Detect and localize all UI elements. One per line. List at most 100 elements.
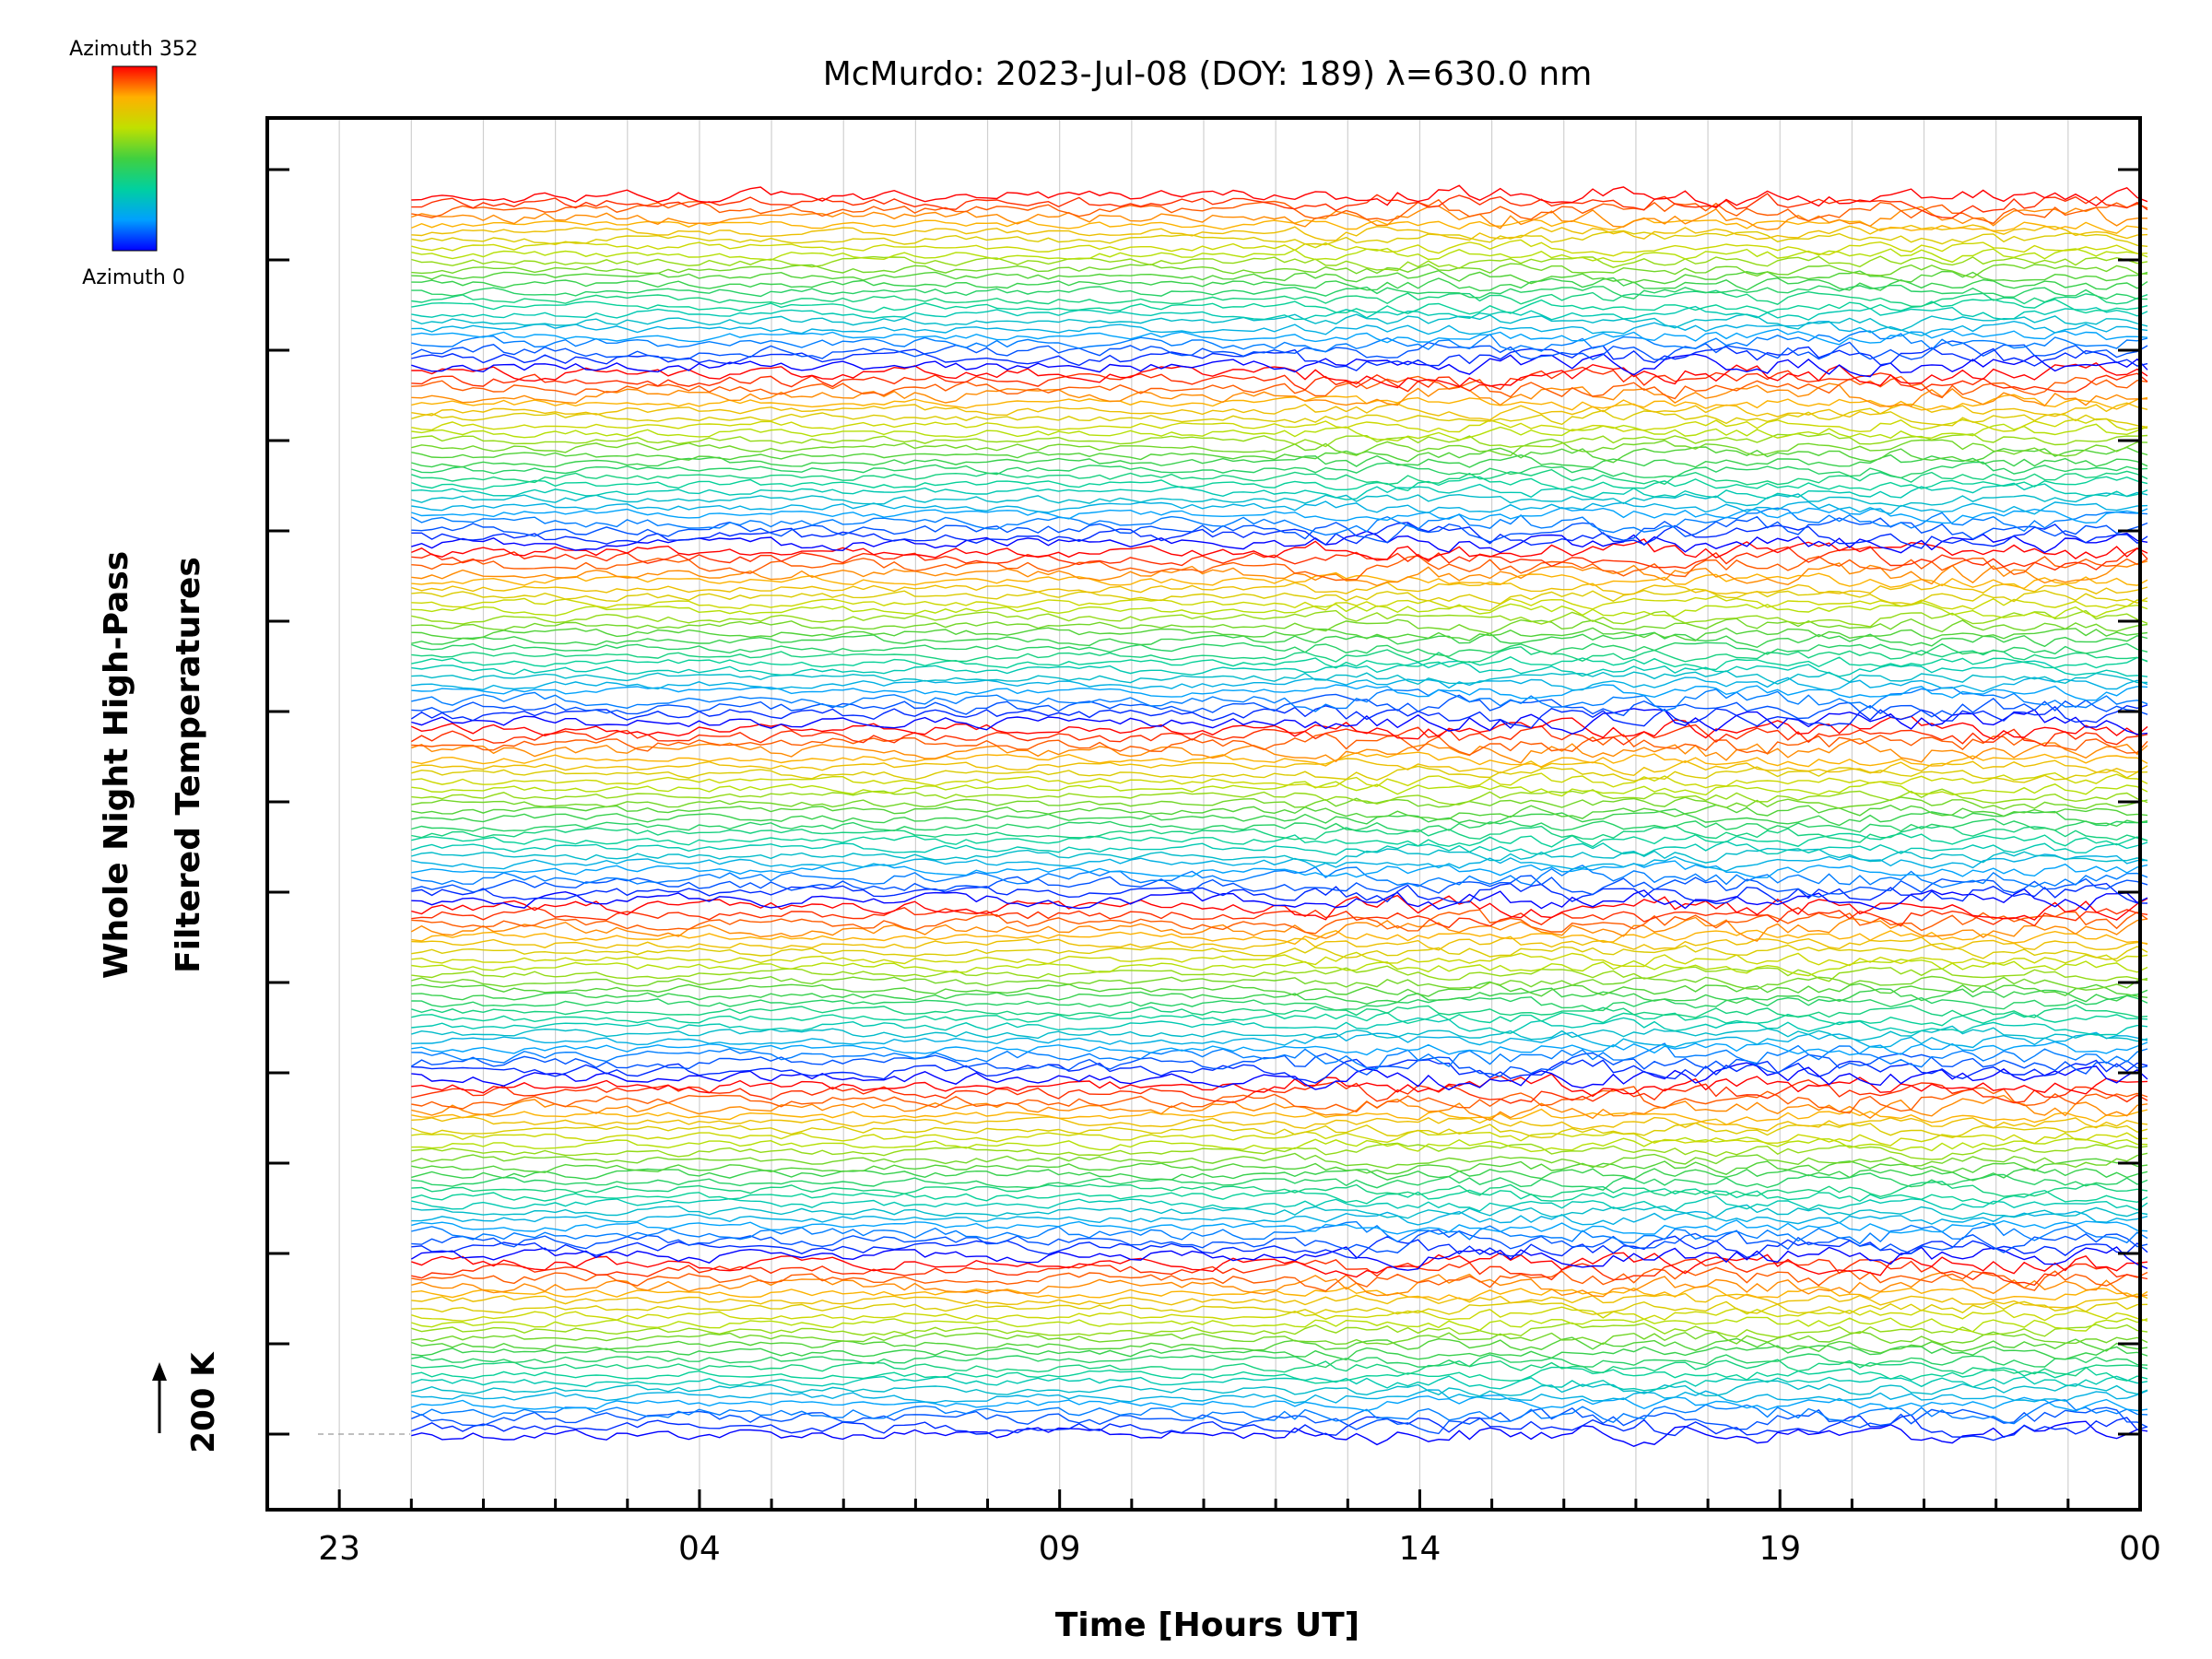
series-line xyxy=(410,724,2148,747)
series-line xyxy=(411,909,2148,935)
series-line xyxy=(411,571,2148,590)
series-line xyxy=(411,402,2148,421)
x-tick-label: 09 xyxy=(1039,1530,1081,1568)
series-line xyxy=(411,538,2148,561)
series-line xyxy=(411,407,2148,429)
series-line xyxy=(411,1300,2148,1315)
scale-arrow-head xyxy=(152,1362,167,1381)
series-line xyxy=(411,1292,2148,1309)
series-line xyxy=(411,438,2148,457)
series-line xyxy=(411,1406,2148,1435)
series-line xyxy=(411,1188,2148,1205)
series-line xyxy=(411,1011,2148,1027)
series-line xyxy=(411,247,2148,264)
series-line xyxy=(411,1204,2148,1220)
legend-label-top: Azimuth 352 xyxy=(69,38,198,61)
series-line xyxy=(411,1142,2148,1160)
series-line xyxy=(411,1116,2148,1132)
series-line xyxy=(411,1399,2148,1425)
series-line xyxy=(411,733,2148,756)
series-line xyxy=(411,975,2148,991)
series-line xyxy=(411,1094,2148,1122)
ticks: 23 04 09 14 19 00 xyxy=(267,168,2161,1568)
series-line xyxy=(411,656,2148,671)
series-line xyxy=(411,1058,2148,1084)
series-line xyxy=(411,581,2148,595)
series-line xyxy=(411,491,2148,508)
series-line xyxy=(411,423,2148,441)
x-tick-label: 19 xyxy=(1759,1530,1801,1568)
series-line xyxy=(411,255,2148,272)
series-line xyxy=(411,229,2148,247)
x-axis-label: Time [Hours UT] xyxy=(1055,1606,1359,1644)
series-line xyxy=(410,1246,2148,1271)
scale-marker: 200 K xyxy=(152,1351,222,1453)
series-line xyxy=(411,847,2148,865)
series-line xyxy=(411,641,2148,657)
series-line xyxy=(410,340,2148,360)
series-line xyxy=(411,507,2148,524)
series-line xyxy=(411,305,2148,321)
series-line xyxy=(411,1394,2148,1412)
series-line xyxy=(411,865,2148,888)
series-line xyxy=(411,263,2148,278)
series-line xyxy=(411,1322,2148,1338)
series-line xyxy=(410,704,2148,729)
series-line xyxy=(411,951,2148,968)
series-line xyxy=(411,476,2148,492)
series-line xyxy=(411,394,2148,411)
series-line xyxy=(411,751,2148,768)
series-line xyxy=(411,345,2148,371)
legend-colorbar xyxy=(112,65,158,252)
series-line xyxy=(411,804,2148,820)
series-line xyxy=(411,882,2148,905)
series-line xyxy=(411,453,2148,468)
series-line xyxy=(411,677,2148,693)
series-line xyxy=(411,1136,2148,1153)
series-line xyxy=(411,609,2148,628)
series-line xyxy=(411,1366,2148,1384)
series-line xyxy=(411,1042,2148,1070)
series-line xyxy=(411,588,2148,606)
series-line xyxy=(411,1210,2148,1226)
series-line xyxy=(411,1420,2148,1447)
series-line xyxy=(411,618,2148,635)
series-line xyxy=(411,994,2148,1012)
series-line xyxy=(411,1181,2148,1198)
series-line xyxy=(411,224,2148,241)
series-line xyxy=(411,299,2148,315)
series-line xyxy=(411,687,2148,712)
series-line xyxy=(411,1375,2148,1392)
series-line xyxy=(411,361,2148,389)
series-line xyxy=(411,1129,2148,1147)
series-line xyxy=(411,461,2148,479)
series-line xyxy=(411,1353,2148,1369)
series-line xyxy=(411,555,2148,582)
x-tick-label: 14 xyxy=(1399,1530,1441,1568)
series-line xyxy=(411,1359,2148,1377)
series-line xyxy=(411,1158,2148,1175)
series-line xyxy=(411,500,2148,515)
series-line xyxy=(411,1316,2148,1333)
series-line xyxy=(411,1017,2148,1036)
x-tick-label: 04 xyxy=(678,1530,721,1568)
series-line xyxy=(411,418,2147,433)
series-line xyxy=(411,824,2148,843)
series-line xyxy=(411,1252,2148,1278)
series-line xyxy=(411,888,2148,912)
y-axis-label-line-1: Whole Night High-Pass xyxy=(98,551,135,979)
series-line xyxy=(411,1079,2148,1104)
series-line xyxy=(411,875,2148,899)
scale-marker-label: 200 K xyxy=(185,1351,222,1453)
series-line xyxy=(411,1194,2148,1212)
series-line xyxy=(411,328,2148,346)
series-line xyxy=(411,646,2148,664)
chart-title: McMurdo: 2023-Jul-08 (DOY: 189) λ=630.0 … xyxy=(823,55,1593,93)
series-line xyxy=(411,217,2148,234)
series-line xyxy=(411,959,2148,977)
series-line xyxy=(411,1025,2148,1042)
series-line xyxy=(411,289,2148,308)
series-line xyxy=(411,205,2147,231)
series-line xyxy=(411,515,2148,544)
series-line xyxy=(411,765,2148,783)
